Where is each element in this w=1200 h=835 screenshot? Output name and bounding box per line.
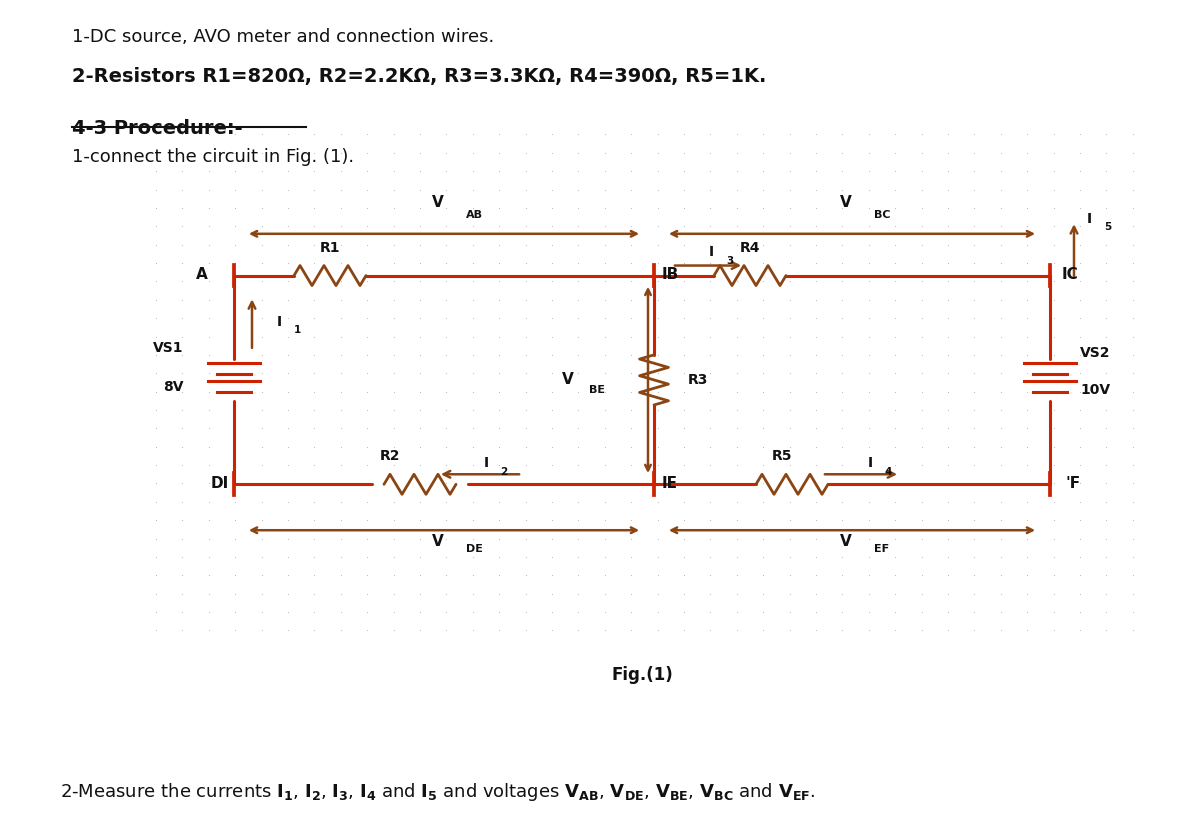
Text: I: I [1087,212,1092,225]
Text: R5: R5 [772,449,793,463]
Text: IC: IC [1062,267,1079,282]
Text: V: V [840,534,852,549]
Text: IB: IB [661,267,678,282]
Text: I: I [868,457,872,470]
Text: BE: BE [589,385,605,395]
Text: 2: 2 [500,467,508,477]
Text: 5: 5 [1104,222,1111,232]
Text: VS1: VS1 [154,342,184,355]
Text: 4: 4 [884,467,892,477]
Text: 8V: 8V [163,380,184,393]
Text: R4: R4 [739,240,761,255]
Text: R1: R1 [319,240,341,255]
Text: A: A [196,267,208,282]
Text: DI: DI [211,476,229,491]
Text: 3: 3 [726,256,733,266]
Text: 1-DC source, AVO meter and connection wires.: 1-DC source, AVO meter and connection wi… [72,28,494,47]
Text: V: V [432,195,444,210]
Text: BC: BC [874,210,890,220]
Text: 'F: 'F [1066,476,1081,491]
Text: VS2: VS2 [1080,347,1110,360]
Text: 2-Resistors R1=820Ω, R2=2.2KΩ, R3=3.3KΩ, R4=390Ω, R5=1K.: 2-Resistors R1=820Ω, R2=2.2KΩ, R3=3.3KΩ,… [72,67,767,86]
Text: R2: R2 [379,449,401,463]
Text: V: V [840,195,852,210]
Text: 1: 1 [294,325,301,335]
Text: I: I [709,245,714,259]
Text: 2-Measure the currents $\mathbf{I_1}$, $\mathbf{I_2}$, $\mathbf{I_3}$, $\mathbf{: 2-Measure the currents $\mathbf{I_1}$, $… [60,782,816,803]
Text: R3: R3 [688,373,708,387]
Text: Fig.(1): Fig.(1) [611,665,673,684]
Text: IE: IE [661,476,677,491]
Text: 4-3 Procedure:-: 4-3 Procedure:- [72,119,242,138]
Text: V: V [562,372,574,387]
Text: AB: AB [466,210,482,220]
Text: 1-connect the circuit in Fig. (1).: 1-connect the circuit in Fig. (1). [72,148,354,166]
Text: I: I [484,457,488,470]
Text: EF: EF [874,544,889,554]
Text: V: V [432,534,444,549]
Text: 10V: 10V [1080,383,1110,397]
Text: I: I [277,316,282,329]
Text: DE: DE [466,544,482,554]
